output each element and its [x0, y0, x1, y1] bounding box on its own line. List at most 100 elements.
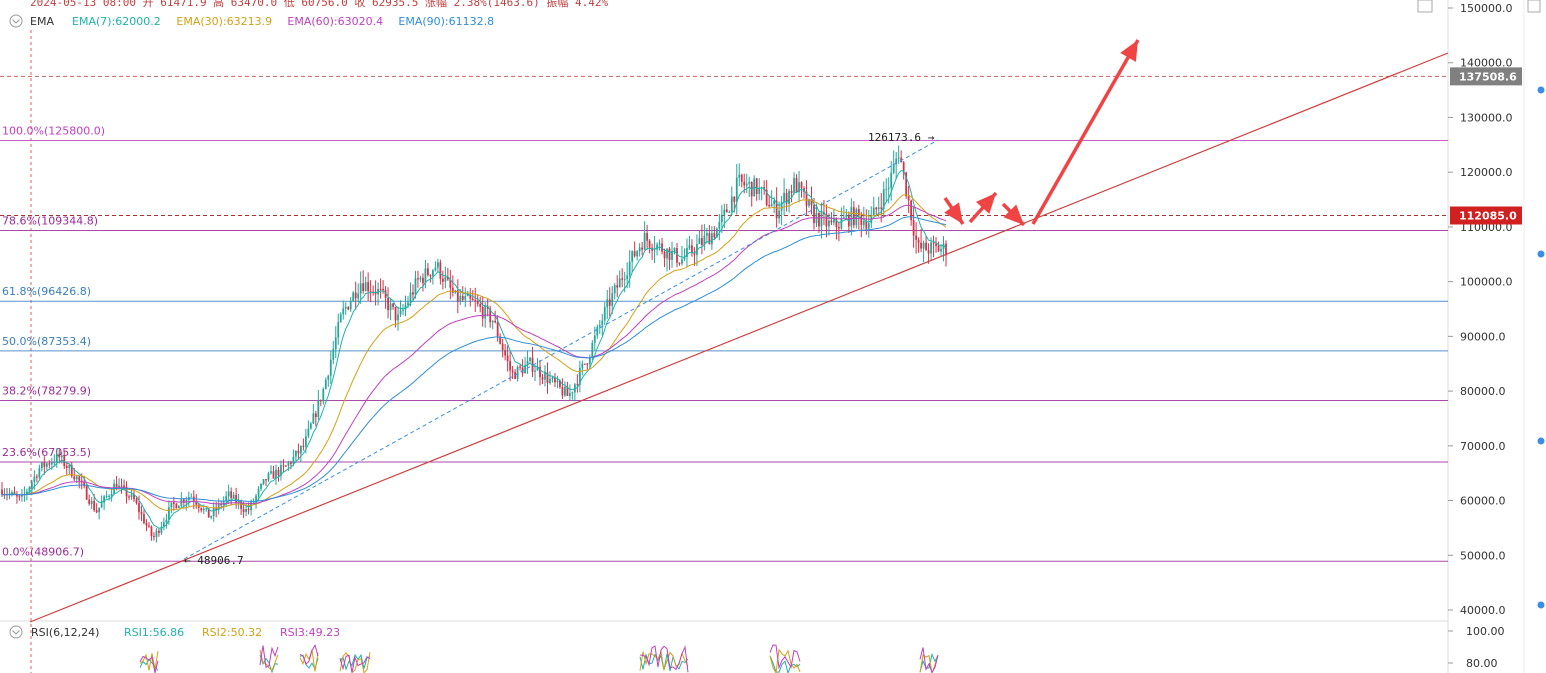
candle-body — [484, 305, 487, 319]
rsi-toggle-icon[interactable] — [9, 625, 23, 639]
candle-body — [95, 510, 98, 513]
candle-body — [596, 326, 599, 336]
rsi-line — [339, 653, 371, 671]
candle-body — [593, 335, 596, 343]
candle-body — [407, 302, 409, 306]
candle-body — [362, 283, 365, 292]
candle-body — [347, 307, 350, 310]
candle-body — [748, 181, 751, 184]
candle-body — [935, 243, 937, 246]
rsi-line — [259, 649, 279, 672]
candle-body — [917, 239, 920, 243]
candle-body — [504, 350, 507, 356]
axis-tick-label-1: 140000.0 — [1460, 57, 1513, 70]
candle-body — [882, 189, 885, 209]
candle-body — [329, 359, 332, 376]
axis-tick-label-10: 50000.0 — [1460, 549, 1506, 562]
rsi-line — [339, 651, 371, 673]
price-tag-bg-1 — [1450, 206, 1522, 225]
rsi-value-2: RSI3:49.23 — [280, 626, 340, 639]
candle-body — [621, 278, 624, 280]
candle-body — [202, 508, 205, 511]
candle-body — [606, 299, 609, 308]
candle-body — [105, 496, 108, 498]
candle-body — [663, 251, 666, 259]
candle-body — [307, 428, 310, 437]
ema-line-3 — [2, 216, 947, 502]
candle-body — [591, 342, 594, 358]
candle-body — [432, 270, 434, 277]
arrow-down-2-head — [1003, 204, 1024, 225]
candle-body — [441, 278, 444, 282]
candle-body — [18, 496, 21, 498]
candle-body — [743, 181, 746, 186]
candle-body — [422, 277, 424, 284]
ema-line-0 — [1, 169, 947, 529]
candle-body — [417, 278, 419, 280]
arrow-down-1-head — [944, 202, 963, 224]
ema-toggle-icon[interactable] — [9, 14, 23, 28]
candle-body — [907, 196, 910, 201]
ema-value-3: EMA(90):61132.8 — [398, 15, 494, 28]
candle-body — [631, 251, 634, 262]
candle-body — [83, 481, 86, 487]
candle-body — [128, 496, 130, 498]
candle-body — [867, 223, 870, 229]
candle-body — [598, 324, 601, 327]
candle-body — [648, 240, 651, 248]
candle-body — [451, 287, 454, 293]
candle-body — [820, 212, 823, 227]
candle-body — [753, 178, 756, 197]
candle-body — [641, 247, 644, 250]
candle-body — [217, 503, 220, 511]
drawings-layer — [29, 39, 1449, 623]
expand-icon[interactable] — [1417, 0, 1433, 13]
candle-body — [930, 242, 932, 254]
candle-body — [653, 249, 656, 251]
candle-body — [402, 309, 404, 311]
candle-body — [840, 218, 843, 229]
candle-body — [770, 204, 773, 207]
candle-body — [205, 508, 208, 510]
candle-body — [810, 199, 813, 206]
candle-body — [409, 292, 412, 303]
fullscreen-icon[interactable] — [1527, 0, 1541, 13]
candle-body — [633, 251, 636, 257]
candle-body — [534, 370, 536, 372]
rsi-tick-label-0: 100.00 — [1466, 625, 1505, 638]
price-tag-0: 137508.6 — [1459, 70, 1517, 83]
candle-body — [818, 213, 820, 227]
candle-body — [897, 157, 900, 159]
candle-body — [143, 514, 145, 524]
candle-body — [681, 259, 683, 264]
candle-body — [860, 215, 863, 226]
candle-body — [516, 366, 519, 379]
candle-body — [314, 413, 317, 418]
rsi-values-group: RSI1:56.86 RSI2:50.32 RSI3:49.23 — [124, 626, 340, 639]
candle-body — [153, 536, 155, 538]
candle-body — [501, 343, 504, 351]
candle-body — [616, 285, 619, 288]
candle-body — [499, 336, 502, 344]
candle-body — [800, 182, 803, 189]
rsi-label: RSI(6,12,24) — [31, 626, 99, 639]
fib-label-4: 38.2%(78279.9) — [2, 385, 91, 398]
candle-body — [53, 462, 56, 464]
candle-body — [628, 261, 631, 276]
candle-body — [292, 456, 295, 464]
candle-body — [793, 177, 795, 194]
rsi-line — [339, 654, 371, 673]
candle-body — [210, 515, 213, 518]
candle-body — [230, 491, 233, 498]
candle-body — [63, 455, 66, 467]
candle-body — [60, 455, 63, 458]
candle-body — [668, 248, 671, 260]
candle-body — [693, 252, 696, 255]
candle-body — [494, 320, 497, 323]
candle-body — [172, 502, 175, 504]
candle-body — [349, 301, 352, 310]
fib-label-0: 100.0%(125800.0) — [2, 124, 105, 137]
candle-body — [710, 233, 713, 245]
candle-body — [942, 243, 945, 249]
